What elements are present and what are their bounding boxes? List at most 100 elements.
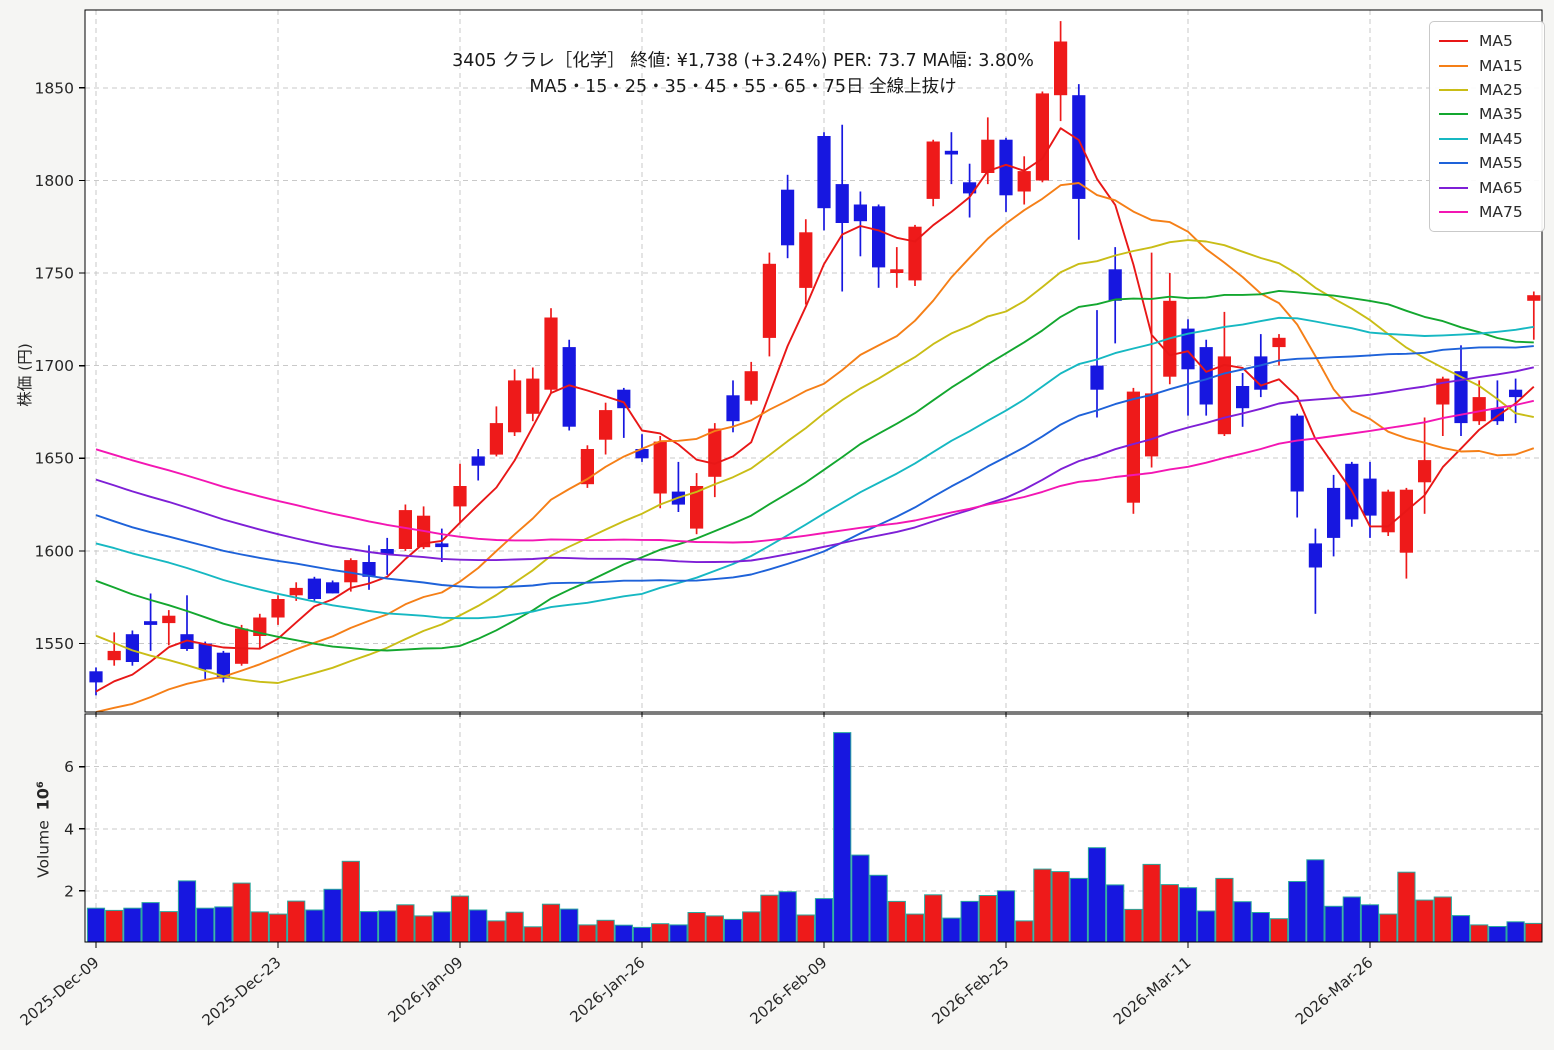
price-tick-label: 1700 <box>35 357 74 375</box>
volume-bar <box>1197 910 1216 942</box>
legend-item-ma35: MA35 <box>1439 102 1534 126</box>
volume-bar <box>869 874 888 942</box>
volume-bar <box>1306 859 1325 942</box>
date-tick-label: 2026-Feb-09 <box>746 953 830 1028</box>
volume-bar <box>1342 896 1361 942</box>
volume-tick-label: 6 <box>64 758 74 776</box>
volume-bar <box>250 911 269 942</box>
candle-body <box>726 395 740 422</box>
price-tick-label: 1800 <box>35 172 74 190</box>
volume-bar <box>942 917 961 942</box>
volume-bar <box>1142 863 1161 942</box>
candle-body <box>981 139 995 173</box>
volume-bar <box>851 854 870 942</box>
legend-line-swatch <box>1439 186 1468 189</box>
candle-body <box>635 449 649 459</box>
candle-body <box>1527 295 1541 301</box>
volume-bar <box>1215 877 1234 942</box>
volume-bar <box>560 908 579 942</box>
legend-label: MA35 <box>1479 105 1523 124</box>
volume-bar <box>177 880 197 942</box>
panel-backgrounds <box>85 10 1542 942</box>
volume-bar <box>1324 905 1343 942</box>
ma-line-ma25 <box>95 239 1534 684</box>
candle-body <box>1327 487 1341 538</box>
volume-bar <box>487 920 506 942</box>
price-panel-background <box>85 10 1542 712</box>
volume-bar <box>1160 884 1179 942</box>
volume-bar <box>1451 915 1471 942</box>
candle-body <box>944 150 958 155</box>
volume-bar <box>1524 922 1542 942</box>
volume-bar <box>596 919 615 942</box>
price-tick-label: 1850 <box>35 79 74 97</box>
volume-bar <box>287 900 306 942</box>
volume-bar <box>523 926 542 942</box>
candle-body <box>999 139 1013 196</box>
candle-body <box>1181 328 1195 370</box>
candle-body <box>853 204 867 222</box>
volume-bar <box>341 860 360 942</box>
legend-label: MA25 <box>1479 80 1523 99</box>
volume-bar <box>268 913 288 942</box>
volume-bar <box>669 924 688 942</box>
candle-body <box>125 634 139 662</box>
volume-bar <box>1397 871 1416 942</box>
volume-bar <box>1233 901 1252 942</box>
candle-body <box>1290 415 1304 492</box>
volume-bar <box>578 924 597 942</box>
volume-bar <box>1087 847 1107 942</box>
volume-bars <box>86 732 1542 942</box>
candle-body <box>1126 391 1140 503</box>
legend-line-swatch <box>1439 40 1468 43</box>
candle-body <box>926 141 940 199</box>
price-tick-label: 1550 <box>35 635 74 653</box>
legend-label: MA55 <box>1479 154 1523 173</box>
candle-body <box>271 599 285 618</box>
volume-bar <box>1033 868 1052 942</box>
volume-bar <box>323 888 342 942</box>
legend-line-swatch <box>1439 64 1468 67</box>
legend-item-ma75: MA75 <box>1439 200 1534 224</box>
volume-bar <box>742 911 761 942</box>
date-tick-label: 2026-Feb-25 <box>928 953 1012 1028</box>
legend-item-ma65: MA65 <box>1439 175 1534 199</box>
volume-bar <box>1288 881 1307 942</box>
legend-line-swatch <box>1439 137 1468 140</box>
candle-body <box>471 456 485 466</box>
candle-body <box>1035 93 1049 181</box>
legend-line-swatch <box>1439 162 1468 165</box>
volume-bar <box>996 890 1016 942</box>
volume-bar <box>378 910 397 942</box>
candle-body <box>235 628 249 664</box>
volume-bar <box>450 895 470 942</box>
candle-body <box>580 449 594 485</box>
panel-border <box>84 9 1543 713</box>
volume-bar <box>960 900 979 942</box>
volume-bar <box>141 902 160 942</box>
legend-item-ma55: MA55 <box>1439 151 1534 175</box>
candle-body <box>653 441 667 494</box>
price-tick-label: 1750 <box>35 265 74 283</box>
volume-bar <box>541 903 561 942</box>
candle-body <box>690 486 704 529</box>
ma-line-ma55 <box>95 345 1534 589</box>
volume-bar <box>1269 918 1289 942</box>
ma-lines <box>95 127 1535 712</box>
candle-body <box>344 560 358 583</box>
candle-body <box>326 582 340 594</box>
volume-bar <box>651 923 670 942</box>
legend-line-swatch <box>1439 88 1468 91</box>
volume-bar <box>1379 913 1398 942</box>
tick-marks <box>79 87 1371 948</box>
candle-body <box>398 510 412 549</box>
candle-body <box>1272 337 1286 348</box>
volume-bar <box>632 926 652 942</box>
volume-bar <box>1178 887 1198 942</box>
candlesticks <box>89 21 1541 696</box>
volume-bar <box>196 907 215 942</box>
volume-bar <box>705 915 724 942</box>
candle-body <box>1054 41 1068 96</box>
ma-line-ma15 <box>95 182 1535 712</box>
